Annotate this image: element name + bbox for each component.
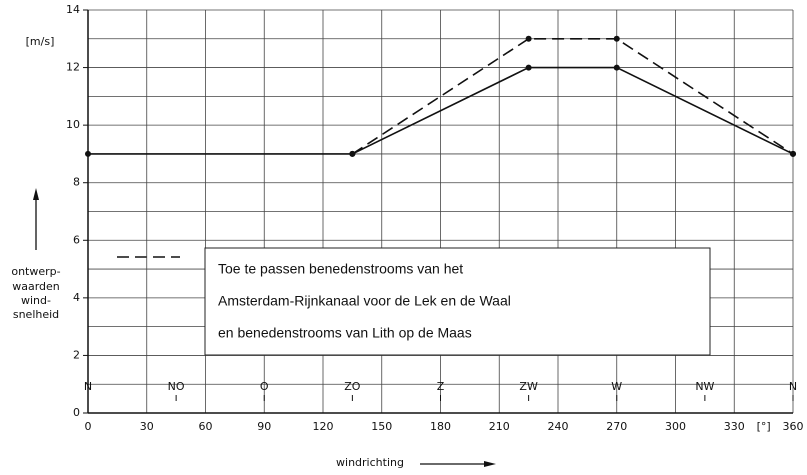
- y-tick-label: 2: [73, 348, 80, 361]
- x-tick-label: 360: [783, 420, 804, 433]
- x-tick-label: 60: [199, 420, 213, 433]
- y-label: snelheid: [13, 308, 59, 321]
- data-point: [613, 64, 620, 71]
- x-tick-label: 330: [724, 420, 745, 433]
- compass-label: N: [84, 380, 92, 393]
- y-unit: [m/s]: [26, 35, 55, 48]
- x-tick-label: 300: [665, 420, 686, 433]
- x-tick-label: 150: [371, 420, 392, 433]
- y-tick-label: 0: [73, 406, 80, 419]
- x-tick-label: 120: [313, 420, 334, 433]
- y-tick-label: 8: [73, 176, 80, 189]
- x-tick-label: 0: [85, 420, 92, 433]
- y-tick-label: 10: [66, 118, 80, 131]
- y-tick-label: 4: [73, 291, 80, 304]
- legend: Toe te passen benedenstrooms van het Ams…: [204, 247, 711, 356]
- data-line: [351, 37, 794, 155]
- compass-label: Z: [437, 380, 445, 393]
- y-tick-label: 6: [73, 233, 80, 246]
- x-tick-label: 90: [257, 420, 271, 433]
- y-label: wind-: [21, 294, 51, 307]
- data-point: [790, 150, 796, 157]
- compass-label: W: [611, 380, 622, 393]
- x-tick-label: 210: [489, 420, 510, 433]
- legend-text: en benedenstrooms van Lith op de Maas: [218, 325, 472, 341]
- data-point: [349, 150, 356, 157]
- y-label: ontwerp-: [11, 265, 60, 278]
- compass-label: NW: [695, 380, 714, 393]
- y-label: waarden: [12, 280, 60, 293]
- compass-label: O: [260, 380, 269, 393]
- x-tick-label: 270: [606, 420, 627, 433]
- x-title: windrichting: [336, 456, 404, 469]
- y-tick-label: 14: [66, 3, 80, 16]
- data-point: [85, 150, 91, 157]
- legend-text: Toe te passen benedenstrooms van het: [218, 261, 463, 277]
- legend-box: [204, 247, 711, 356]
- y-title: ontwerp- waarden wind- snelheid: [11, 188, 61, 321]
- y-tick-label: 12: [66, 61, 80, 74]
- compass-label: ZW: [519, 380, 538, 393]
- x-tick-label: 30: [140, 420, 154, 433]
- x-unit: [°]: [757, 420, 771, 433]
- data-point: [525, 35, 532, 42]
- compass-label: NO: [168, 380, 185, 393]
- x-tick-label: 240: [548, 420, 569, 433]
- compass-label: ZO: [344, 380, 361, 393]
- x-tick-label: 180: [430, 420, 451, 433]
- data-point: [613, 35, 620, 42]
- x-arrow-head: [484, 461, 496, 467]
- y-arrow-head: [33, 188, 39, 200]
- legend-text: Amsterdam-Rijnkanaal voor de Lek en de W…: [218, 293, 511, 309]
- compass-label: N: [789, 380, 797, 393]
- data-point: [525, 64, 532, 71]
